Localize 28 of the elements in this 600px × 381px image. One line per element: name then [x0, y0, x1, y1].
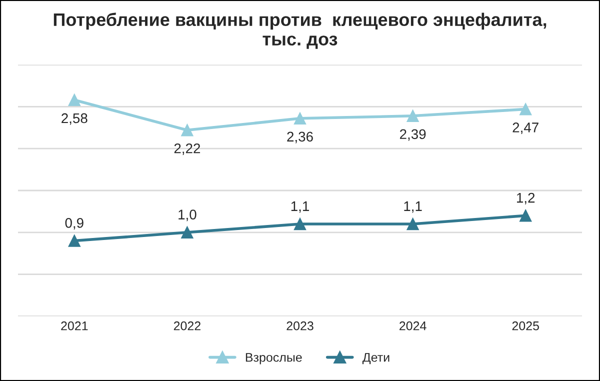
data-label: 2,58 [62, 113, 88, 125]
point [406, 218, 419, 230]
point [520, 210, 532, 222]
x-tick-label: 2022 [174, 321, 200, 330]
x-tick-label: 2021 [61, 321, 88, 330]
data-label: 0,9 [65, 218, 84, 230]
data-label: 1,2 [517, 192, 535, 204]
x-tick-label: 2024 [400, 321, 426, 330]
data-label: 1,0 [178, 210, 196, 222]
point [68, 234, 80, 247]
point [294, 112, 306, 124]
data-label: 2,39 [400, 129, 426, 141]
x-tick-label: 2025 [512, 321, 539, 330]
chart-title: Потребление вакцины против клещевого энцефалита, тыс. доз [54, 12, 546, 49]
data-label: 1,1 [404, 201, 422, 213]
legend-label: Взрослые [246, 353, 302, 364]
data-label: 1,1 [291, 201, 309, 213]
point [68, 94, 80, 106]
point [406, 110, 419, 122]
data-label: 2,47 [512, 122, 538, 134]
x-tick-label: 2023 [286, 321, 314, 330]
point [181, 124, 194, 136]
point [181, 226, 194, 238]
data-label: 2,22 [174, 143, 200, 155]
data-label: 2,36 [287, 132, 313, 144]
legend-label: Дети [362, 353, 390, 364]
point [520, 103, 532, 116]
point [294, 218, 306, 230]
